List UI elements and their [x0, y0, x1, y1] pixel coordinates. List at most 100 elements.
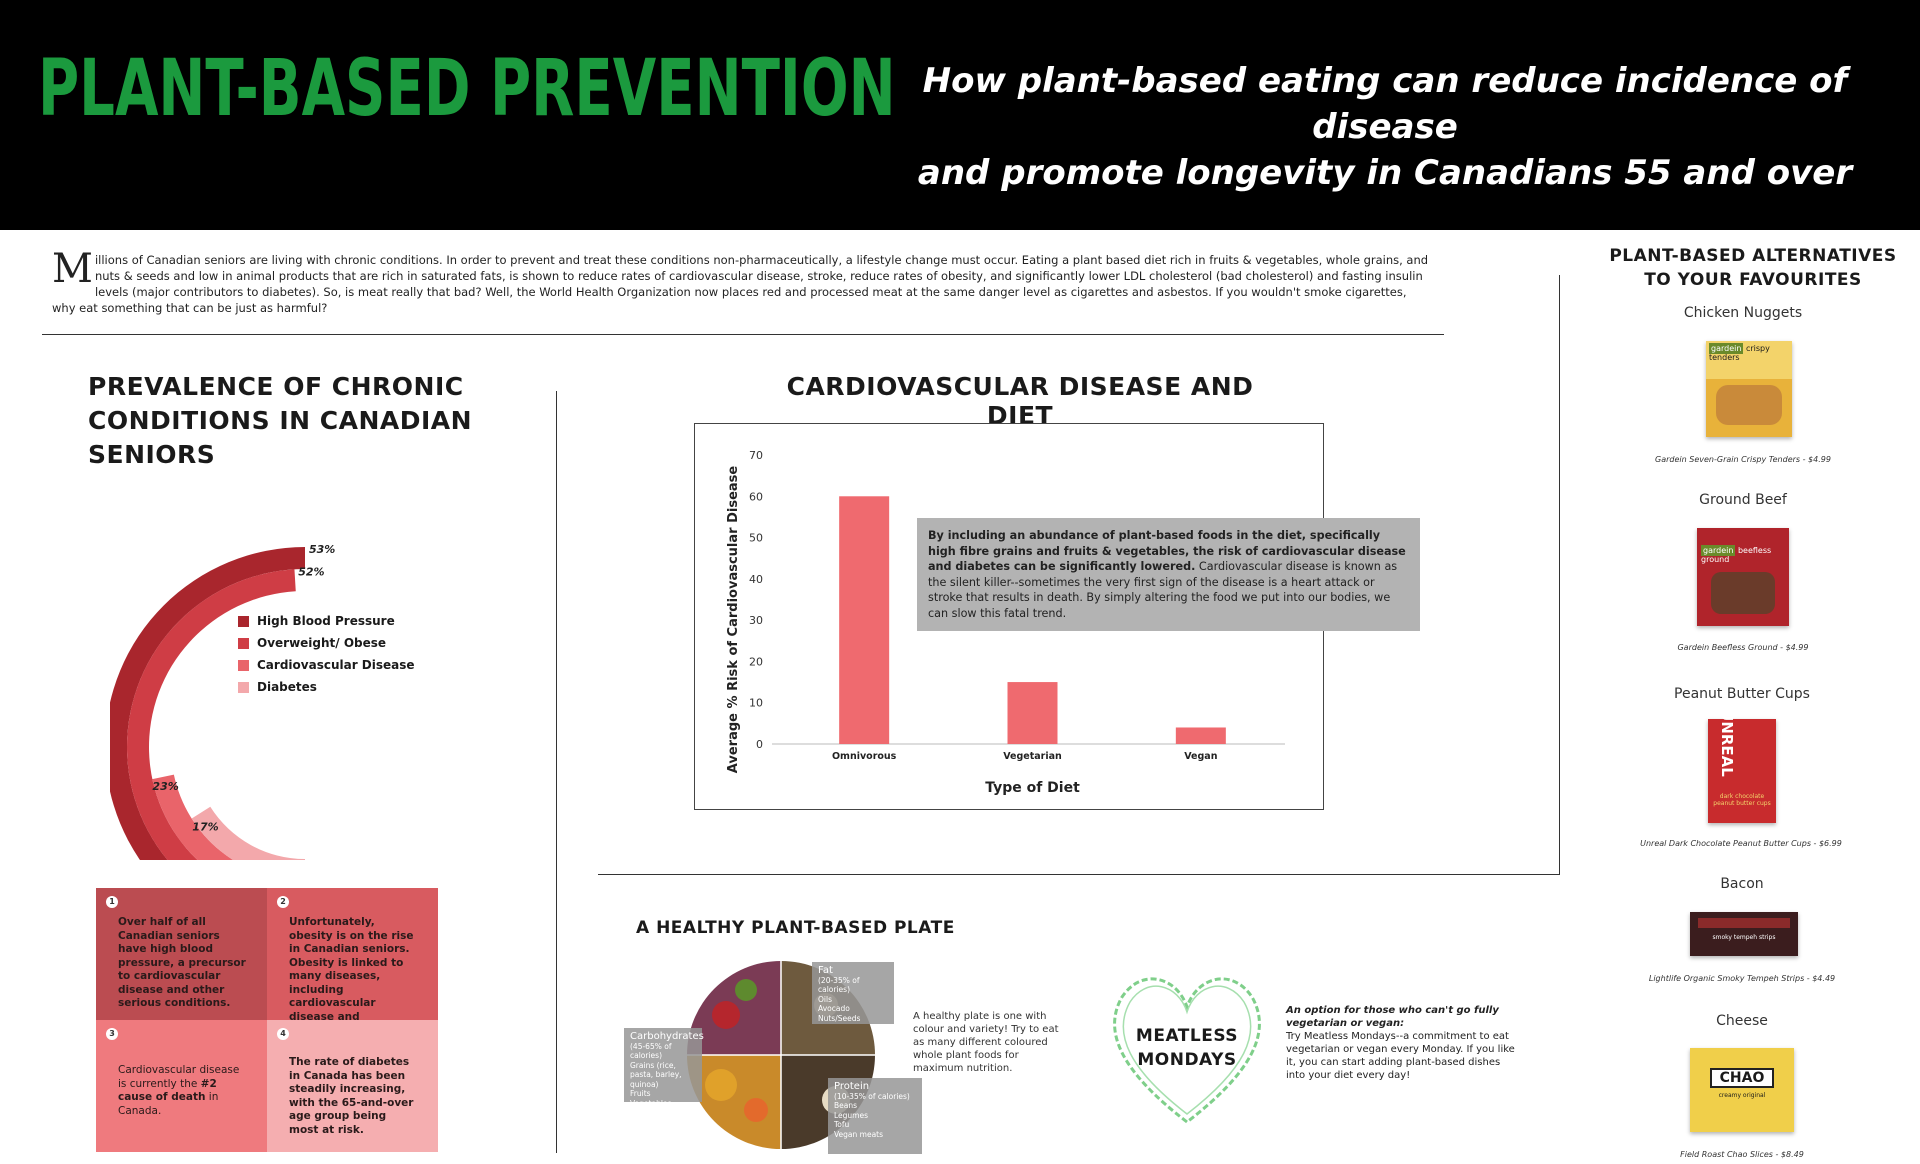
product-text: beefless ground: [1701, 546, 1772, 564]
middle-horizontal-divider: [598, 874, 1560, 875]
fact-text: The rate of diabetes in Canada has been …: [289, 1056, 414, 1136]
alt-item-title-ground-beef: Ground Beef: [1699, 492, 1787, 508]
product-food: [1698, 918, 1790, 928]
intro-divider: [42, 334, 1444, 335]
x-tick-label: Omnivorous: [832, 751, 897, 762]
legend-swatch: [238, 659, 249, 671]
ring-arc-3: [152, 774, 234, 860]
y-tick-label: 60: [749, 490, 763, 503]
plate-pineapple: [705, 1069, 737, 1101]
ring-percent-label: 23%: [152, 780, 178, 793]
y-tick-label: 30: [749, 614, 763, 627]
alt-item-title-chicken-nuggets: Chicken Nuggets: [1683, 305, 1803, 321]
product-header: gardein beefless ground: [1697, 528, 1789, 566]
cvd-callout: By including an abundance of plant-based…: [917, 518, 1420, 631]
fact-card-2: 2 Unfortunately, obesity is on the rise …: [267, 888, 438, 1036]
alt-item-title-bacon: Bacon: [1720, 876, 1764, 892]
alt-caption: Gardein Beefless Ground - $4.99: [1677, 643, 1809, 652]
bar-vegan: [1175, 727, 1226, 744]
fact-text: Cardiovascular disease is currently the: [118, 1064, 240, 1090]
legend-swatch: [238, 615, 249, 627]
plate-label-carbohydrates: Carbohydrates (45-65% of calories) Grain…: [624, 1028, 704, 1108]
x-axis-title: Type of Diet: [985, 780, 1080, 796]
legend-item-cardiovascular: Cardiovascular Disease: [238, 654, 415, 676]
fact-number: 3: [106, 1028, 118, 1040]
bar-vegetarian: [1007, 682, 1058, 744]
legend-label: Cardiovascular Disease: [257, 658, 415, 672]
ring-arc-4: [191, 806, 305, 860]
meatless-text: Try Meatless Mondays--a commitment to ea…: [1286, 1031, 1515, 1081]
product-text: smoky tempeh strips: [1712, 934, 1776, 941]
product-image-unreal-cups: UNREAL dark chocolate peanut butter cups: [1708, 709, 1776, 823]
ring-arc-1: [110, 547, 305, 860]
legend-item-overweight: Overweight/ Obese: [238, 632, 415, 654]
fact-text: Unfortunately, obesity is on the rise in…: [289, 916, 414, 1036]
alt-caption: Gardein Seven-Grain Crispy Tenders - $4.…: [1655, 455, 1831, 464]
intro-text: illions of Canadian seniors are living w…: [52, 253, 1429, 315]
plate-label-items: Beans Legumes Tofu Vegan meats: [834, 1101, 884, 1139]
plate-orange: [744, 1098, 768, 1122]
page-title: PLANT-BASED PREVENTION: [38, 44, 896, 134]
product-image-gardein-tenders: gardein crispy tenders: [1706, 341, 1792, 437]
page-subtitle: How plant-based eating can reduce incide…: [870, 58, 1900, 196]
meatless-mondays-label: MEATLESS MONDAYS: [1122, 1024, 1252, 1072]
plate-description: A healthy plate is one with colour and v…: [913, 1011, 1059, 1074]
callout-text: Cardiovascular disease is known as the s…: [928, 560, 1398, 620]
product-image-chao-slices: CHAO creamy original: [1690, 1048, 1794, 1132]
alt-item-title-peanut-butter-cups: Peanut Butter Cups: [1674, 686, 1810, 702]
facts-grid: 1 Over half of all Canadian seniors have…: [96, 888, 438, 1152]
fact-card-1: 1 Over half of all Canadian seniors have…: [96, 888, 267, 1020]
product-food: [1711, 572, 1775, 614]
plate-label-protein: Protein (10-35% of calories) Beans Legum…: [828, 1078, 922, 1154]
fact-number: 4: [277, 1028, 289, 1040]
right-vertical-divider: [1559, 275, 1560, 875]
ring-percent-label: 52%: [298, 565, 324, 578]
bar-omnivorous: [839, 496, 890, 744]
heart-inner-outline: [1122, 985, 1252, 1115]
header-banner: [0, 0, 1920, 230]
alternatives-title-line-1: PLANT-BASED ALTERNATIVES: [1609, 246, 1897, 266]
alt-item-title-cheese: Cheese: [1716, 1013, 1768, 1029]
product-food: [1716, 385, 1782, 425]
alt-caption: Field Roast Chao Slices - $8.49: [1680, 1150, 1804, 1159]
y-tick-label: 20: [749, 655, 763, 668]
plate-label-name: Fat: [818, 965, 833, 976]
legend-swatch: [238, 681, 249, 693]
legend-label: High Blood Pressure: [257, 614, 395, 628]
subtitle-line-2: and promote longevity in Canadians 55 an…: [917, 153, 1853, 193]
product-text: creamy original: [1718, 1092, 1766, 1099]
prevalence-radial-chart: 153%252%323%417%: [110, 543, 335, 860]
intro-dropcap: M: [52, 246, 93, 292]
meatless-heading: An option for those who can't go fully v…: [1286, 1005, 1499, 1029]
y-tick-label: 50: [749, 532, 763, 545]
fact-text: Over half of all Canadian seniors have h…: [118, 916, 246, 1009]
ring-percent-label: 53%: [309, 543, 335, 556]
plate-label-sub: (20-35% of calories): [818, 975, 860, 995]
plate-label-sub: (10-35% of calories): [834, 1091, 910, 1101]
prevalence-legend: High Blood Pressure Overweight/ Obese Ca…: [238, 610, 415, 698]
product-brand: gardein: [1709, 343, 1744, 354]
y-tick-label: 70: [749, 449, 763, 462]
subtitle-line-1: How plant-based eating can reduce incide…: [922, 61, 1848, 147]
plate-label-name: Carbohydrates: [630, 1031, 704, 1042]
legend-swatch: [238, 637, 249, 649]
fact-number: 1: [106, 896, 118, 908]
alternatives-title-line-2: TO YOUR FAVOURITES: [1644, 270, 1862, 290]
legend-label: Overweight/ Obese: [257, 636, 387, 650]
plate-label-fat: Fat (20-35% of calories) Oils Avocado Nu…: [812, 962, 894, 1024]
product-text: crispy tenders: [1709, 344, 1770, 362]
plate-label-items: Oils Avocado Nuts/Seeds: [818, 994, 861, 1023]
meatless-heart-wreath: [1113, 977, 1261, 1124]
plate-label-items: Grains (rice, pasta, barley, quinoa) Fru…: [630, 1060, 682, 1108]
product-header: gardein crispy tenders: [1706, 341, 1792, 379]
fact-card-3: 3 Cardiovascular disease is currently th…: [96, 1020, 267, 1152]
fact-text-bold: #2 cause of death: [118, 1077, 217, 1104]
alt-caption: Unreal Dark Chocolate Peanut Butter Cups…: [1640, 839, 1842, 848]
legend-item-diabetes: Diabetes: [238, 676, 415, 698]
plate-tomato: [712, 1001, 740, 1029]
left-vertical-divider: [556, 391, 557, 1153]
ring-arc-2: [127, 569, 296, 860]
meatless-line-1: MEATLESS: [1135, 1026, 1239, 1046]
meatless-description: An option for those who can't go fully v…: [1286, 1004, 1518, 1082]
